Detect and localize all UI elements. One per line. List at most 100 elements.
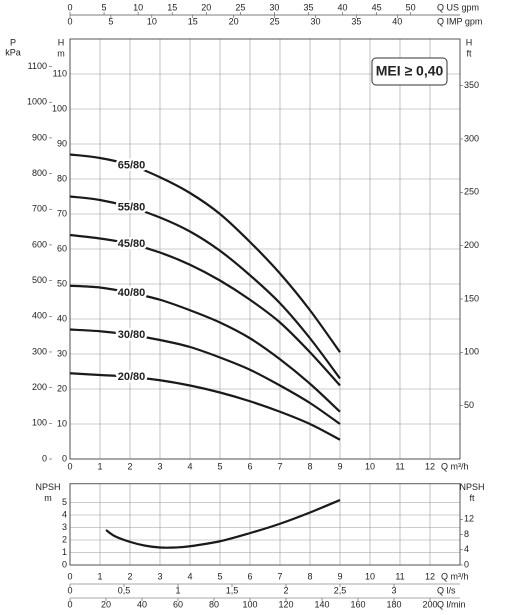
x-axis-title: Q m³/h — [441, 571, 469, 581]
left-tick-label: 200 — [32, 382, 47, 392]
y-tick-label: 90 — [57, 138, 67, 148]
secondary-x-tick-label: 0 — [67, 599, 72, 609]
right-tick-label: 50 — [464, 400, 474, 410]
secondary-x-axis-title: Q l/s — [437, 585, 456, 595]
x-tick-label: 7 — [277, 571, 282, 581]
curve-label: 55/80 — [118, 201, 146, 213]
x-tick-label: 6 — [247, 461, 252, 471]
curve — [69, 195, 341, 380]
right-tick-label: 12 — [464, 514, 474, 524]
right-tick-label: 100 — [464, 347, 479, 357]
secondary-x-tick-label: 25 — [235, 2, 245, 12]
secondary-x-tick-label: 100 — [242, 599, 257, 609]
secondary-x-tick-label: 45 — [372, 2, 382, 12]
secondary-x-tick-label: 20 — [101, 599, 111, 609]
x-tick-label: 9 — [337, 571, 342, 581]
right-axis-unit: ft — [466, 48, 472, 58]
secondary-x-tick-label: 0 — [67, 585, 72, 595]
y-tick-label: 20 — [57, 383, 67, 393]
x-tick-label: 11 — [395, 461, 404, 471]
secondary-x-tick-label: 40 — [392, 16, 402, 26]
secondary-x-tick-label: 0,5 — [118, 585, 131, 595]
y-tick-label: 3 — [62, 522, 67, 532]
y-axis-title: NPSH — [35, 482, 60, 492]
y-tick-label: 50 — [57, 278, 67, 288]
secondary-x-tick-label: 5 — [108, 16, 113, 26]
plot-frame — [69, 38, 461, 460]
y-tick-label: 5 — [62, 497, 67, 507]
left-tick-label: 100 — [32, 418, 47, 428]
right-tick-label: 350 — [464, 80, 479, 90]
x-tick-label: 8 — [307, 571, 312, 581]
y-tick-label: 0 — [62, 559, 67, 569]
y-tick-label: 80 — [57, 173, 67, 183]
curve-label: 40/80 — [118, 287, 146, 299]
y-tick-label: 4 — [62, 509, 67, 519]
right-tick-label: 0 — [464, 559, 469, 569]
left-tick-label: 1100 — [28, 61, 47, 71]
secondary-x-axis-title: Q US gpm — [437, 2, 479, 12]
secondary-x-tick-label: 5 — [102, 2, 107, 12]
secondary-x-tick-label: 3 — [392, 585, 397, 595]
secondary-x-axis-title: Q l/min — [437, 599, 466, 609]
y-tick-label: 30 — [57, 348, 67, 358]
right-tick-label: 250 — [464, 187, 479, 197]
curve — [69, 153, 341, 353]
right-axis-unit: ft — [469, 493, 475, 503]
curve-label: 30/80 — [118, 329, 146, 341]
x-tick-label: 1 — [97, 571, 102, 581]
x-tick-label: 9 — [337, 461, 342, 471]
right-tick-label: 300 — [464, 133, 479, 143]
secondary-x-tick-label: 20 — [229, 16, 239, 26]
y-axis-unit: m — [44, 493, 52, 503]
secondary-x-tick-label: 1 — [175, 585, 180, 595]
secondary-x-tick-label: 35 — [303, 2, 313, 12]
curve — [69, 233, 341, 387]
left-tick-label: 900 — [32, 132, 47, 142]
x-tick-label: 10 — [365, 571, 375, 581]
left-axis-title: P — [10, 37, 16, 47]
x-tick-label: 7 — [277, 461, 282, 471]
left-tick-label: 800 — [32, 168, 47, 178]
secondary-x-tick-label: 35 — [351, 16, 361, 26]
left-tick-label: 1000 — [27, 97, 47, 107]
curve-label: 65/80 — [118, 160, 146, 172]
y-tick-label: 0 — [62, 453, 67, 463]
secondary-x-tick-label: 60 — [173, 599, 183, 609]
x-tick-label: 5 — [217, 461, 222, 471]
y-tick-label: 2 — [62, 534, 67, 544]
curve — [69, 372, 341, 441]
curve-label: 45/80 — [118, 238, 146, 250]
y-tick-label: 60 — [57, 243, 67, 253]
left-axis-unit: kPa — [5, 47, 21, 57]
right-tick-label: 4 — [464, 544, 469, 554]
left-tick-label: 500 — [32, 275, 47, 285]
right-axis-title: NPSH — [459, 482, 484, 492]
plot-frame — [69, 483, 461, 566]
secondary-x-tick-label: 10 — [133, 2, 143, 12]
x-tick-label: 12 — [425, 571, 435, 581]
secondary-x-tick-label: 80 — [209, 599, 219, 609]
secondary-x-tick-label: 0 — [67, 16, 72, 26]
x-tick-label: 2 — [127, 571, 132, 581]
secondary-x-tick-label: 200 — [422, 599, 437, 609]
secondary-x-tick-label: 15 — [167, 2, 177, 12]
secondary-x-axis-title: Q IMP gpm — [437, 16, 482, 26]
secondary-x-tick-label: 2 — [283, 585, 288, 595]
x-tick-label: 5 — [217, 571, 222, 581]
y-tick-label: 70 — [57, 208, 67, 218]
curve-label: 20/80 — [118, 371, 146, 383]
secondary-x-tick-label: 160 — [350, 599, 365, 609]
left-tick-label: 300 — [32, 346, 47, 356]
curve — [69, 284, 341, 413]
curve — [69, 328, 341, 425]
x-axis-title: Q m³/h — [441, 461, 469, 471]
secondary-x-tick-label: 2,5 — [334, 585, 347, 595]
x-tick-label: 11 — [395, 571, 404, 581]
x-tick-label: 4 — [187, 461, 192, 471]
x-tick-label: 0 — [67, 571, 72, 581]
y-tick-label: 110 — [53, 68, 67, 78]
y-tick-label: 1 — [62, 547, 67, 557]
x-tick-label: 8 — [307, 461, 312, 471]
